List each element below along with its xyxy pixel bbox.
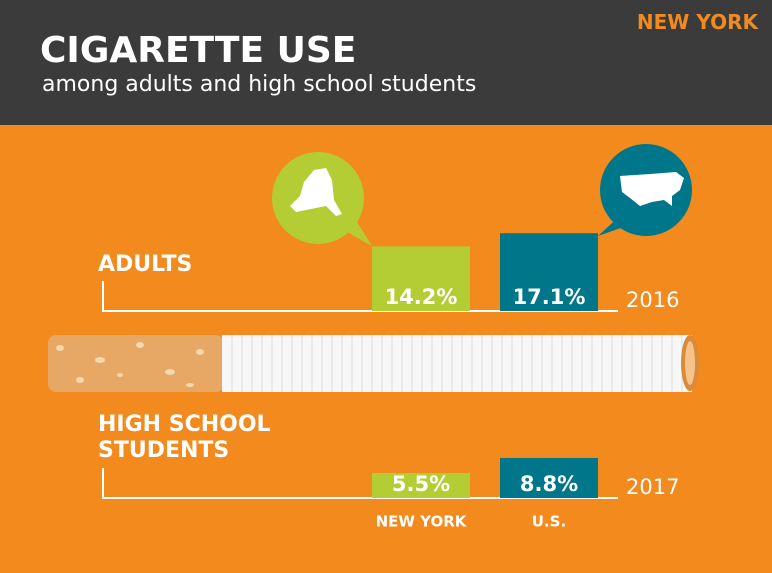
bar (372, 472, 470, 498)
bar (500, 233, 598, 311)
value-label: 5.5% (392, 472, 450, 496)
cigarette (48, 335, 699, 392)
value-label: 17.1% (513, 285, 586, 309)
ny-icon (272, 152, 372, 246)
us-icon (598, 144, 692, 236)
group-title: HIGH SCHOOL STUDENTS (98, 412, 271, 463)
year-label: 2016 (626, 288, 679, 312)
value-label: 8.8% (520, 472, 578, 496)
title: CIGARETTE USE (40, 30, 357, 71)
bar (500, 457, 598, 498)
category-label: NEW YORK (376, 513, 468, 531)
year-label: 2017 (626, 475, 679, 499)
header-band (0, 0, 772, 125)
bar (372, 246, 470, 311)
region: NEW YORK (636, 10, 758, 34)
value-label: 14.2% (385, 285, 458, 309)
group-title: ADULTS (98, 252, 193, 277)
category-label: U.S. (532, 513, 566, 531)
subtitle: among adults and high school students (42, 72, 477, 97)
